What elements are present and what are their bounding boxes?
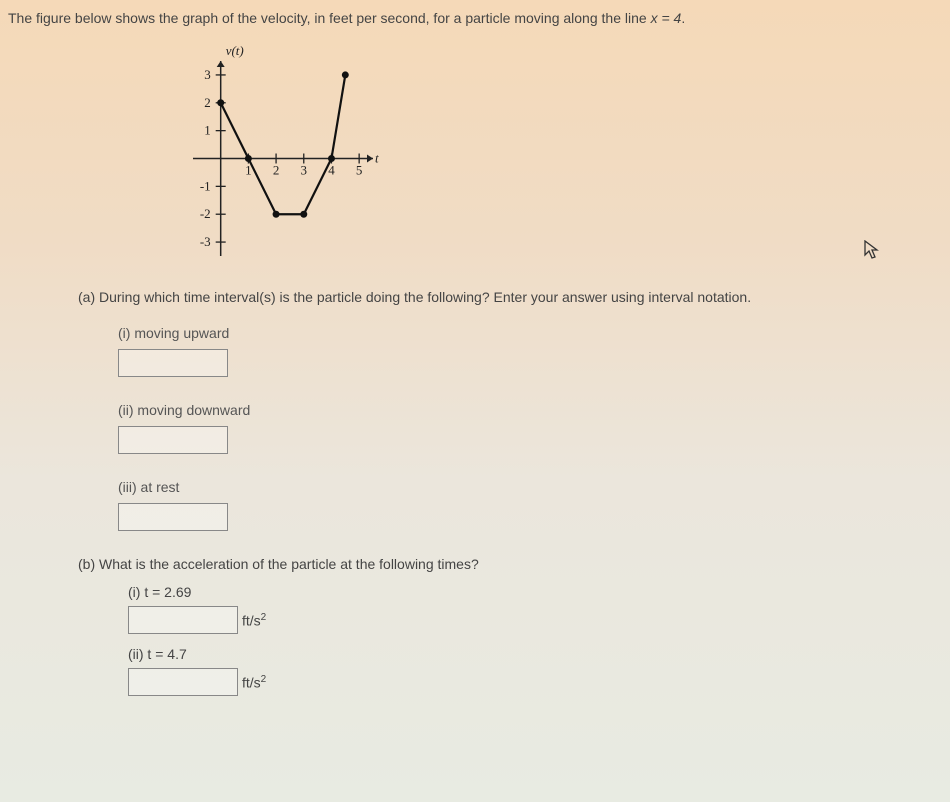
part-b-ii-label: (ii) t = 4.7 [128, 646, 942, 662]
svg-text:3: 3 [204, 67, 211, 82]
part-a-ii: (ii) moving downward [118, 402, 942, 454]
part-a-i-input[interactable] [118, 349, 228, 377]
part-b-i-label: (i) t = 2.69 [128, 584, 942, 600]
part-b-ii-input[interactable] [128, 668, 238, 696]
part-a-ii-label: (ii) moving downward [118, 402, 942, 418]
part-b-ii-unit: ft/s2 [242, 674, 266, 691]
part-a-i-label: (i) moving upward [118, 325, 942, 341]
part-b-ii: (ii) t = 4.7 ft/s2 [128, 646, 942, 696]
svg-text:-1: -1 [200, 178, 211, 193]
part-a-iii-input[interactable] [118, 503, 228, 531]
svg-text:v(t): v(t) [226, 43, 244, 58]
svg-text:-3: -3 [200, 234, 211, 249]
velocity-chart: 12345-3-2-1123v(t)t [158, 36, 942, 274]
svg-text:1: 1 [204, 123, 211, 138]
svg-text:3: 3 [301, 163, 308, 178]
question-prompt: The figure below shows the graph of the … [8, 10, 942, 26]
part-b-i-unit: ft/s2 [242, 612, 266, 629]
part-b-i-input[interactable] [128, 606, 238, 634]
svg-text:2: 2 [273, 163, 280, 178]
svg-text:-2: -2 [200, 206, 211, 221]
prompt-text-after: . [681, 10, 685, 26]
part-b-prompt: (b) What is the acceleration of the part… [78, 556, 942, 572]
part-a-iii-label: (iii) at rest [118, 479, 942, 495]
part-a-prompt: (a) During which time interval(s) is the… [78, 289, 942, 305]
part-a-ii-input[interactable] [118, 426, 228, 454]
prompt-equation: x = 4 [651, 10, 682, 26]
svg-text:5: 5 [356, 163, 363, 178]
part-a-iii: (iii) at rest [118, 479, 942, 531]
svg-text:2: 2 [204, 95, 211, 110]
part-b-i: (i) t = 2.69 ft/s2 [128, 584, 942, 634]
prompt-text-before: The figure below shows the graph of the … [8, 10, 651, 26]
chart-svg: 12345-3-2-1123v(t)t [158, 36, 388, 271]
cursor-icon [864, 240, 880, 265]
svg-text:t: t [375, 151, 379, 166]
part-a-i: (i) moving upward [118, 325, 942, 377]
